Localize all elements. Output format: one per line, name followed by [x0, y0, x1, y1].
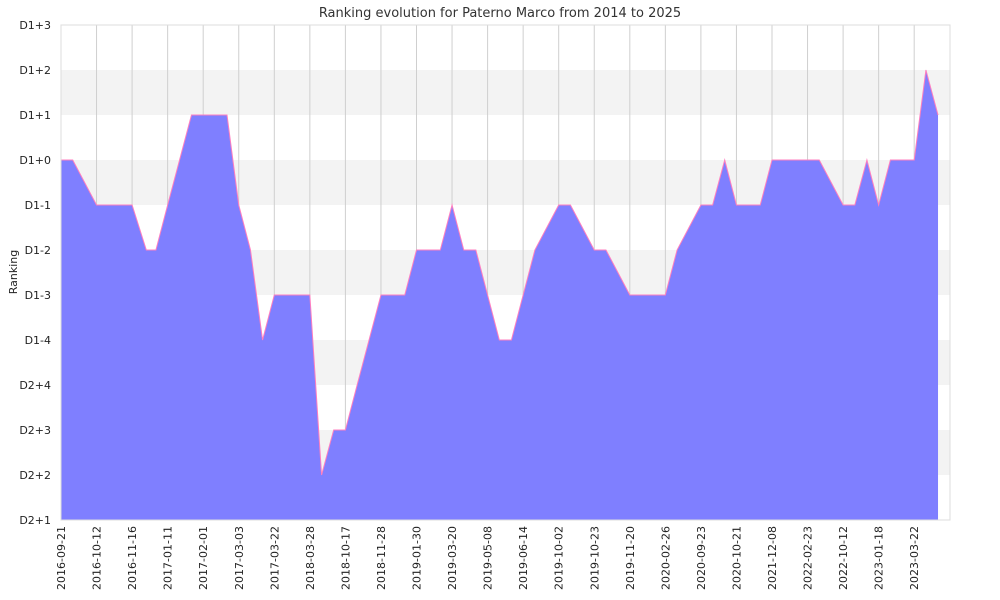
x-tick-label: 2017-03-03 [233, 526, 246, 590]
y-tick-label: D1+2 [19, 64, 51, 77]
x-tick-label: 2019-05-08 [482, 526, 495, 590]
x-tick-label: 2022-10-12 [837, 526, 850, 590]
x-tick-label: 2019-10-02 [553, 526, 566, 590]
y-tick-label: D2+1 [19, 514, 51, 527]
x-tick-label: 2023-03-22 [908, 526, 921, 590]
y-tick-label: D2+2 [19, 469, 51, 482]
y-axis-label: Ranking [7, 250, 20, 295]
grid-band [61, 70, 950, 115]
x-tick-label: 2019-01-30 [411, 526, 424, 590]
x-tick-label: 2019-06-14 [517, 526, 530, 590]
y-tick-label: D1-2 [25, 244, 51, 257]
plot-frame [60, 24, 951, 521]
x-tick-label: 2018-03-28 [304, 526, 317, 590]
chart-title: Ranking evolution for Paterno Marco from… [319, 6, 681, 21]
x-tick-label: 2017-03-22 [268, 526, 281, 590]
x-tick-label: 2017-01-11 [162, 526, 175, 590]
x-tick-label: 2020-02-26 [659, 526, 672, 590]
y-tick-label: D1+0 [19, 154, 51, 167]
y-tick-label: D1-3 [25, 289, 51, 302]
y-tick-label: D1+3 [19, 19, 51, 32]
x-tick-label: 2018-10-17 [339, 526, 352, 590]
x-tick-label: 2019-03-20 [446, 526, 459, 590]
x-axis-ticks: 2016-09-21 2016-10-12 2016-11-16 2017-01-11… [55, 526, 921, 590]
y-tick-label: D1-1 [25, 199, 51, 212]
y-tick-label: D2+4 [19, 379, 51, 392]
x-tick-label: 2016-09-21 [55, 526, 68, 590]
x-tick-label: 2023-01-18 [873, 526, 886, 590]
area-layer [61, 69, 939, 520]
x-tick-label: 2022-02-23 [802, 526, 815, 590]
x-tick-label: 2017-02-01 [197, 526, 210, 590]
x-tick-label: 2020-10-21 [730, 526, 743, 590]
x-tick-label: 2016-10-12 [91, 526, 104, 590]
x-tick-label: 2019-11-20 [624, 526, 637, 590]
x-tick-label: 2019-10-23 [588, 526, 601, 590]
x-tick-label: 2016-11-16 [126, 526, 139, 590]
y-tick-label: D1-4 [25, 334, 51, 347]
ranking-line [61, 69, 939, 476]
x-tick-label: 2020-09-23 [695, 526, 708, 590]
y-tick-label: D2+3 [19, 424, 51, 437]
x-tick-label: 2021-12-08 [766, 526, 779, 590]
x-tick-label: 2018-11-28 [375, 526, 388, 590]
y-tick-label: D1+1 [19, 109, 51, 122]
y-axis-ticks: D2+1 D2+2 D2+3 D2+4 D1-4 D1-3 D1-2 D1-1 D1+0 D1+1… [19, 19, 51, 527]
